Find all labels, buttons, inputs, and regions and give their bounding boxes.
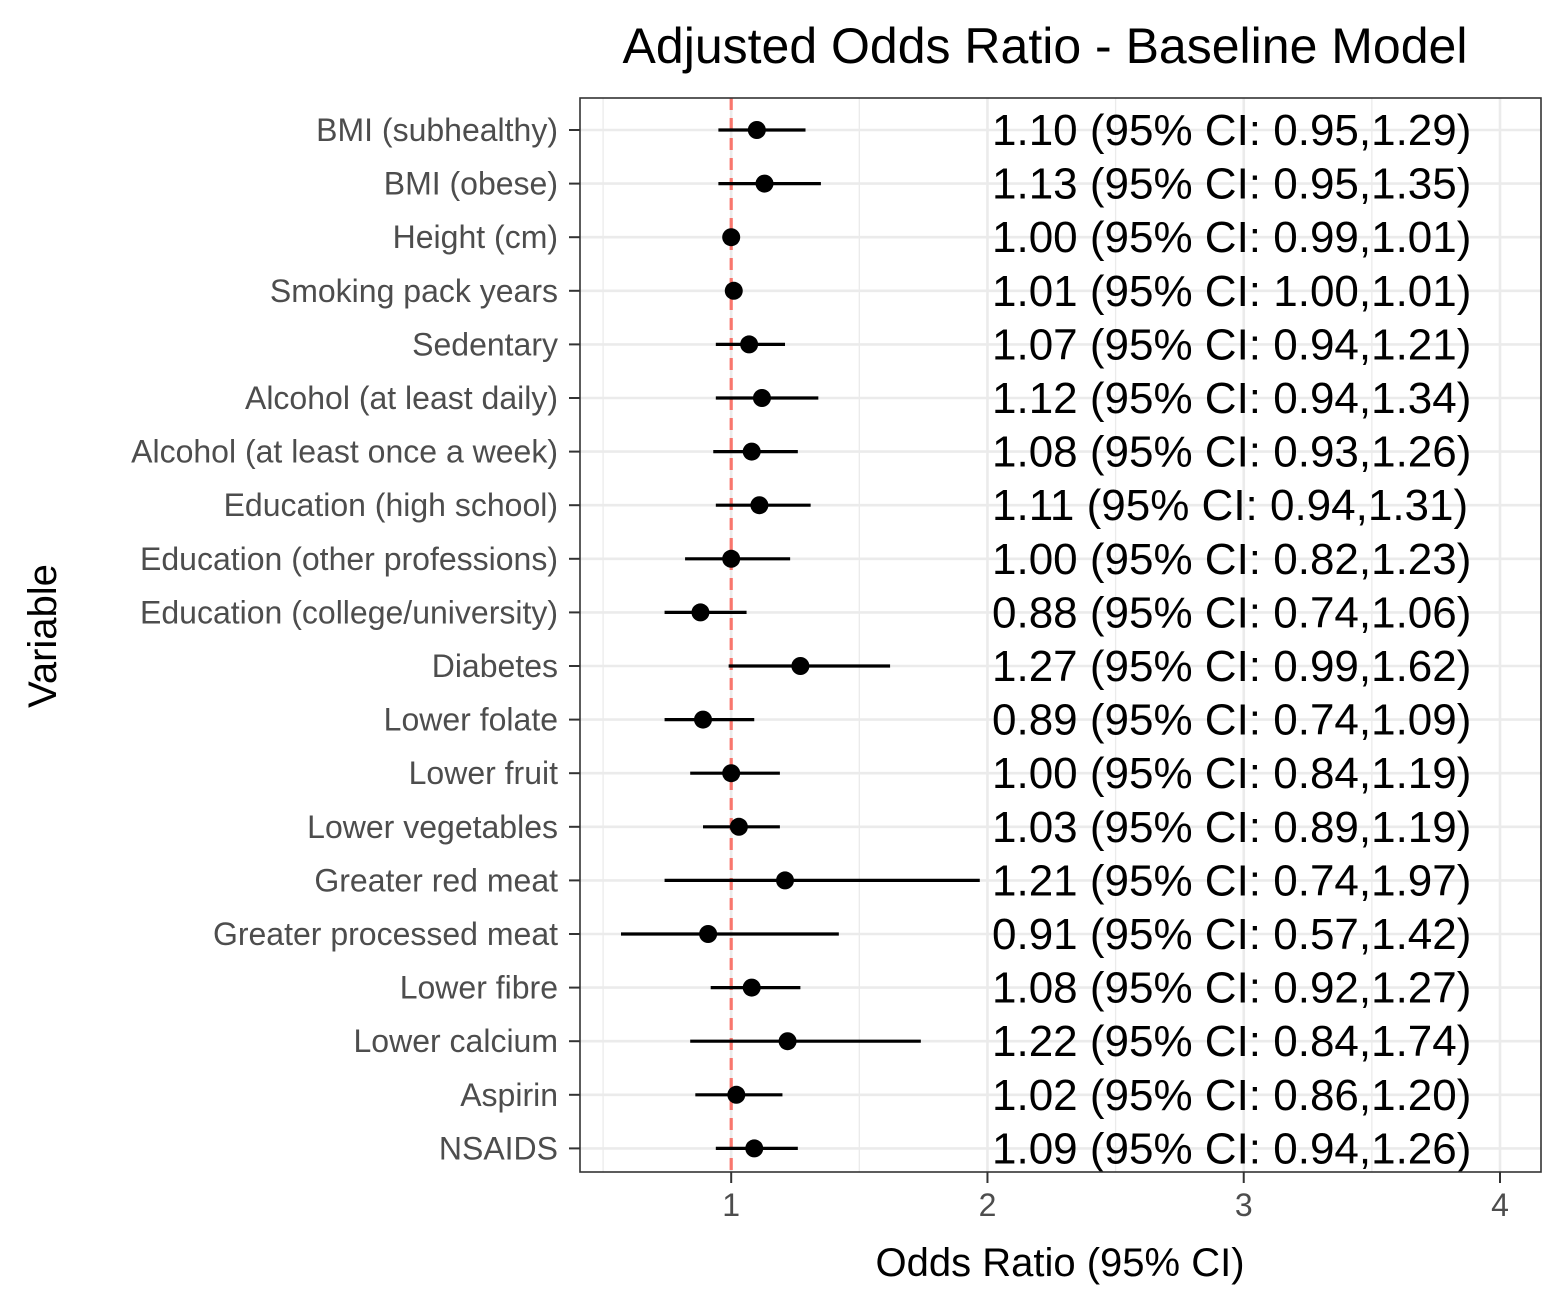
or-point: [778, 1032, 797, 1051]
y-tick-label: Lower calcium: [353, 1023, 558, 1059]
y-tick-label: NSAIDS: [439, 1130, 558, 1166]
or-point: [699, 925, 718, 943]
or-label: 1.22 (95% CI: 0.84,1.74): [992, 1017, 1471, 1066]
or-point: [740, 335, 759, 354]
or-label: 1.00 (95% CI: 0.82,1.23): [992, 535, 1471, 584]
or-label: 1.00 (95% CI: 0.84,1.19): [992, 749, 1471, 798]
y-tick-label: Lower folate: [384, 702, 558, 738]
or-point: [722, 228, 741, 247]
x-axis-title: Odds Ratio (95% CI): [875, 1241, 1244, 1285]
or-point: [724, 281, 743, 300]
y-tick-label: BMI (obese): [384, 166, 558, 202]
y-tick-label: Education (college/university): [140, 594, 558, 630]
or-point: [747, 121, 766, 139]
or-label: 1.03 (95% CI: 0.89,1.19): [992, 803, 1471, 852]
x-tick-label: 4: [1491, 1187, 1509, 1223]
or-point: [722, 549, 741, 568]
y-tick-label: Lower fruit: [409, 755, 559, 791]
or-label: 0.88 (95% CI: 0.74,1.06): [992, 588, 1471, 637]
x-tick-label: 3: [1235, 1187, 1253, 1223]
x-axis-ticks: 1 2 3 4: [722, 1172, 1509, 1223]
or-label: 1.02 (95% CI: 0.86,1.20): [992, 1071, 1471, 1120]
or-label: 1.12 (95% CI: 0.94,1.34): [992, 374, 1471, 423]
y-tick-label: Smoking pack years: [270, 273, 558, 309]
y-axis-title: Variable: [21, 564, 65, 708]
or-point: [742, 978, 761, 997]
or-point: [752, 389, 771, 407]
or-label: 1.13 (95% CI: 0.95,1.35): [992, 160, 1471, 209]
or-point: [691, 603, 710, 622]
or-label: 0.89 (95% CI: 0.74,1.09): [992, 696, 1471, 745]
or-point: [727, 1085, 746, 1104]
or-point: [755, 174, 774, 193]
or-label: 1.27 (95% CI: 0.99,1.62): [992, 642, 1471, 691]
or-label: 1.00 (95% CI: 0.99,1.01): [992, 213, 1471, 262]
x-tick-label: 1: [722, 1187, 740, 1223]
or-point: [729, 817, 748, 836]
y-tick-label: Alcohol (at least daily): [245, 380, 558, 416]
y-tick-label: Education (high school): [224, 487, 558, 523]
grid-layer: [580, 98, 1541, 1172]
panel-border: [579, 97, 1542, 1173]
or-label: 1.07 (95% CI: 0.94,1.21): [992, 320, 1471, 369]
y-tick-label: Lower vegetables: [307, 809, 558, 845]
y-tick-label: Diabetes: [432, 648, 558, 684]
x-tick-label: 2: [979, 1187, 997, 1223]
or-point: [694, 710, 713, 729]
or-point: [742, 442, 761, 461]
or-point: [791, 657, 810, 675]
y-tick-label: Lower fibre: [400, 970, 558, 1006]
y-tick-label: Height (cm): [393, 219, 558, 255]
y-tick-label: Alcohol (at least once a week): [131, 434, 558, 470]
y-axis-ticks: BMI (subhealthy) BMI (obese) Height (cm) Sm…: [131, 112, 580, 1166]
or-point: [745, 1139, 764, 1158]
chart-title: Adjusted Odds Ratio - Baseline Model: [623, 18, 1468, 74]
y-tick-label: Greater processed meat: [213, 916, 558, 952]
y-tick-label: BMI (subhealthy): [316, 112, 558, 148]
or-label: 1.11 (95% CI: 0.94,1.31): [992, 481, 1468, 530]
or-label: 1.21 (95% CI: 0.74,1.97): [992, 856, 1471, 905]
or-point: [750, 496, 769, 515]
or-point: [776, 871, 795, 890]
plot-panel: [580, 98, 1541, 1172]
or-label: 1.10 (95% CI: 0.95,1.29): [992, 106, 1471, 155]
points-layer: [691, 121, 810, 1158]
y-tick-label: Sedentary: [412, 326, 558, 362]
or-label: 1.01 (95% CI: 1.00,1.01): [992, 267, 1471, 316]
or-label: 0.91 (95% CI: 0.57,1.42): [992, 910, 1471, 959]
y-tick-label: Aspirin: [460, 1077, 558, 1113]
y-tick-label: Education (other professions): [140, 541, 558, 577]
or-point: [722, 764, 741, 783]
or-label: 1.09 (95% CI: 0.94,1.26): [992, 1124, 1471, 1173]
or-labels-layer: 1.10 (95% CI: 0.95,1.29) 1.13 (95% CI: 0.…: [992, 106, 1471, 1173]
or-label: 1.08 (95% CI: 0.93,1.26): [992, 428, 1471, 477]
or-label: 1.08 (95% CI: 0.92,1.27): [992, 964, 1471, 1013]
y-tick-label: Greater red meat: [314, 862, 558, 898]
